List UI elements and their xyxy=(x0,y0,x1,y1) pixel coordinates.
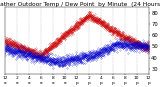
Title: Milwaukee Weather Outdoor Temp / Dew Point  by Minute  (24 Hours) (Alternate): Milwaukee Weather Outdoor Temp / Dew Poi… xyxy=(0,2,160,7)
